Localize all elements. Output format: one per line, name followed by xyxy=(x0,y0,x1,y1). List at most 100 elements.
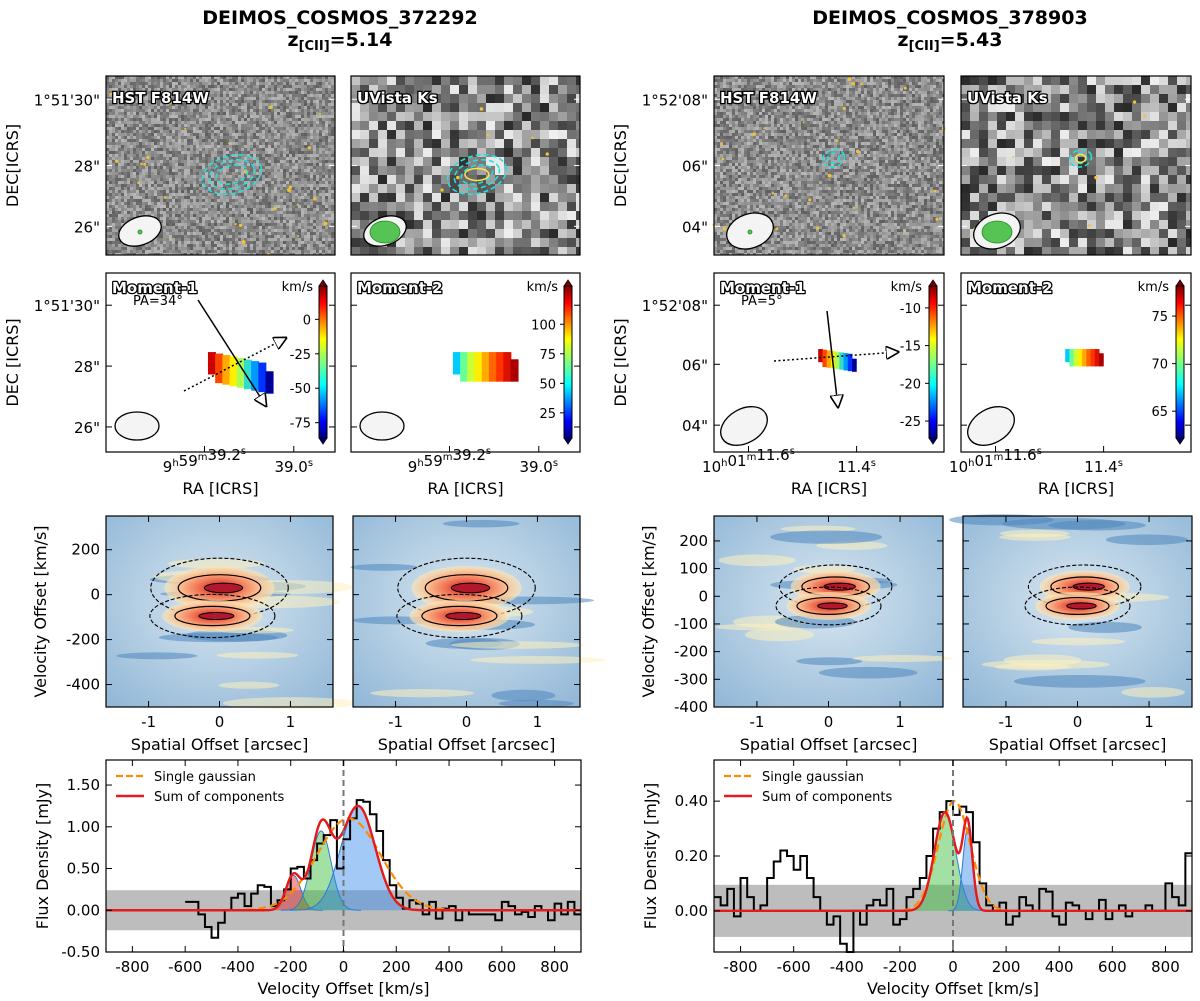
minor-axis-arrow xyxy=(773,352,898,362)
colorbar-extend-top xyxy=(1175,279,1185,287)
velocity-pixel xyxy=(510,366,519,375)
x-tick-label: -600 xyxy=(777,958,811,976)
x-tick-label: 200 xyxy=(992,958,1021,976)
y-tick-label: 0 xyxy=(90,586,100,604)
x-tick-label: 11.4s xyxy=(837,458,876,476)
yellow-contour xyxy=(860,82,863,86)
velocity-pixel xyxy=(1065,353,1070,358)
velocity-pixel xyxy=(1082,353,1087,358)
x-axis-label: RA [ICRS] xyxy=(791,479,867,498)
velocity-pixel xyxy=(1077,353,1083,358)
cii-contour xyxy=(826,152,841,165)
colorbar-tick-label: 70 xyxy=(1151,358,1168,373)
velocity-pixel xyxy=(229,363,238,372)
y-tick-label: -200 xyxy=(674,643,708,661)
yellow-contour xyxy=(763,127,766,130)
pv-noise xyxy=(498,699,574,708)
minor-axis-arrow xyxy=(183,338,286,392)
y-tick-label: 28" xyxy=(74,158,100,176)
velocity-pixel xyxy=(258,384,267,393)
colorbar xyxy=(563,285,573,439)
velocity-pixel xyxy=(452,352,461,361)
yellow-contour xyxy=(288,185,293,189)
velocity-pixel xyxy=(835,351,840,357)
velocity-pixel xyxy=(826,363,832,368)
colorbar-tick-label: 100 xyxy=(531,318,556,333)
velocity-pixel xyxy=(222,369,231,378)
x-tick-label: -1 xyxy=(388,713,403,731)
single-gaussian-line xyxy=(890,799,1019,912)
y-tick-label: 200 xyxy=(71,541,100,559)
colorbar-tick-label: -50 xyxy=(290,382,311,397)
velocity-pixel xyxy=(835,355,840,361)
velocity-pixel xyxy=(481,352,490,361)
component-fill xyxy=(902,812,988,911)
velocity-pixel xyxy=(510,359,519,368)
y-axis-label: Velocity Offset [km/s] xyxy=(639,525,658,697)
colorbar xyxy=(928,285,938,439)
pv-panel-frame xyxy=(352,515,581,708)
image-panel-frame xyxy=(713,75,945,256)
velocity-pixel xyxy=(1073,349,1079,354)
velocity-pixel xyxy=(847,362,853,367)
pv-contour-dashed xyxy=(396,593,523,639)
colorbar-unit: km/s xyxy=(527,280,559,295)
component-fill xyxy=(280,830,362,911)
velocity-pixel xyxy=(843,357,849,363)
velocity-pixel xyxy=(839,360,845,366)
colorbar-extend-bottom xyxy=(1175,437,1185,445)
velocity-pixel xyxy=(460,352,469,361)
yellow-contour xyxy=(313,197,317,201)
velocity-pixel xyxy=(826,358,832,364)
pv-contour-dashed xyxy=(1027,564,1142,609)
pv-noise xyxy=(744,628,815,642)
moment-panel-frame xyxy=(960,272,1192,453)
pv-contour-dashed xyxy=(1024,586,1131,626)
colorbar-extend-bottom xyxy=(928,437,938,445)
yellow-contour xyxy=(167,100,172,105)
velocity-pixel xyxy=(1077,361,1083,367)
component-line xyxy=(280,830,362,911)
velocity-pixel xyxy=(258,362,267,371)
cii-contour xyxy=(208,158,256,190)
pv-contour-solid xyxy=(421,605,498,627)
velocity-pixel xyxy=(496,366,505,375)
yellow-contour xyxy=(464,167,490,182)
pv-noise xyxy=(442,519,520,528)
legend-label: Sum of components xyxy=(154,790,284,805)
colorbar-extend-top xyxy=(928,279,938,287)
velocity-pixel xyxy=(243,366,252,375)
yellow-contour xyxy=(720,142,723,146)
velocity-pixel xyxy=(488,373,497,382)
y-tick-label: -400 xyxy=(66,676,100,694)
velocity-pixel xyxy=(467,366,476,375)
yellow-contour xyxy=(228,142,231,145)
beam-ellipse xyxy=(967,406,1015,446)
velocity-pixel xyxy=(460,366,469,375)
legend-label: Single gaussian xyxy=(154,770,256,785)
velocity-pixel xyxy=(467,373,476,382)
colorbar-tick-label: -75 xyxy=(290,417,311,432)
spectrum-frame xyxy=(105,759,582,953)
legend-label: Sum of components xyxy=(762,790,892,805)
x-axis-label: Spatial Offset [arcsec] xyxy=(131,735,309,754)
pv-noise xyxy=(370,689,475,698)
velocity-pixel xyxy=(1073,353,1079,358)
yellow-contour xyxy=(933,189,937,193)
yellow-contour xyxy=(269,105,274,110)
x-tick-label: 0 xyxy=(462,713,472,731)
velocity-pixel xyxy=(488,352,497,361)
uvista-image xyxy=(961,76,1192,256)
pv-contour-peak xyxy=(817,602,848,610)
velocity-pixel xyxy=(452,359,461,368)
pv-noise xyxy=(818,666,918,679)
velocity-pixel xyxy=(251,368,260,377)
pa-arrow xyxy=(826,310,838,407)
cii-contour xyxy=(201,153,263,195)
y-tick-label: 06" xyxy=(682,356,708,374)
colorbar-tick-label: 65 xyxy=(1151,405,1168,420)
velocity-pixel xyxy=(258,376,267,385)
velocity-pixel xyxy=(496,359,505,368)
spectrum-steps xyxy=(185,799,581,939)
x-tick-label: 600 xyxy=(1098,958,1127,976)
